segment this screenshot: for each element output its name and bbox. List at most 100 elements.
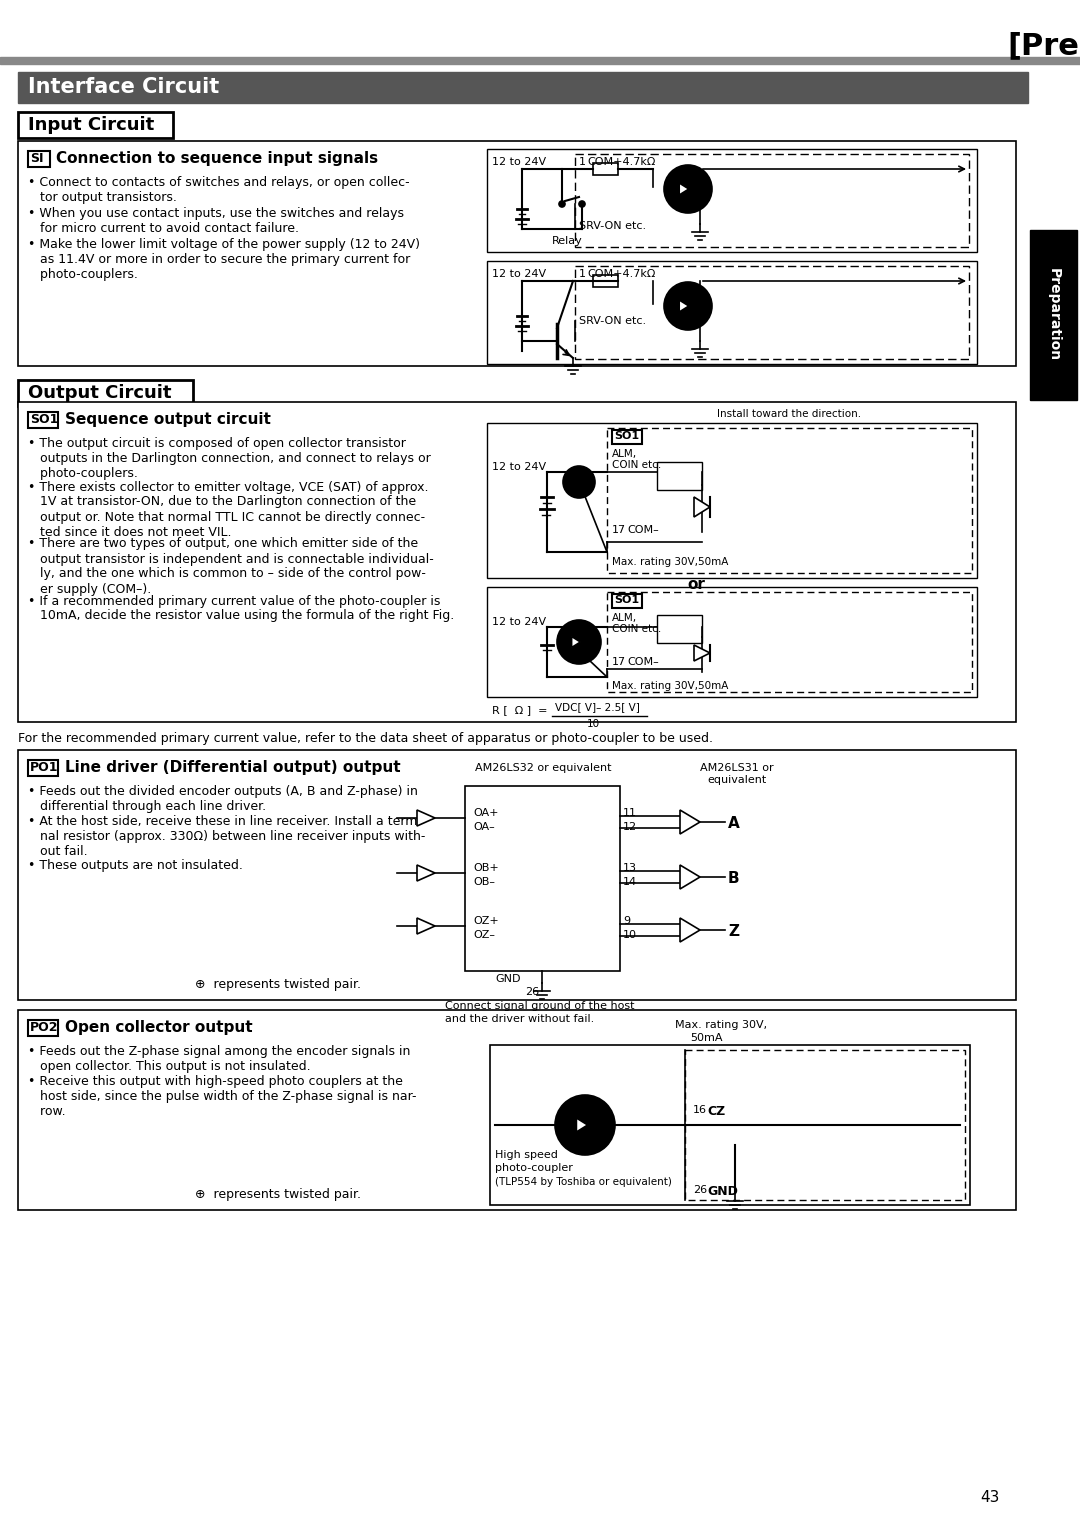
Text: Max. rating 30V,50mA: Max. rating 30V,50mA [612,558,728,567]
Text: COM+4.7kΩ: COM+4.7kΩ [588,157,656,167]
Text: Line driver (Differential output) output: Line driver (Differential output) output [65,759,401,775]
Bar [18,380,193,406]
Text: OB+: OB+ [473,863,499,872]
Text: Input Circuit: Input Circuit [28,116,154,134]
Text: AM26LS31 or: AM26LS31 or [700,762,773,773]
Text: B: B [728,871,740,886]
Bar [487,423,977,578]
Text: • Make the lower limit voltage of the power supply (12 to 24V)
   as 11.4V or mo: • Make the lower limit voltage of the po… [28,238,420,281]
Text: 11: 11 [623,808,637,817]
Bar [490,1045,970,1206]
Circle shape [559,202,565,206]
Text: Relay: Relay [552,235,583,246]
Bar [487,261,977,364]
Text: A: A [728,816,740,831]
Text: 12: 12 [623,822,637,833]
Text: OA+: OA+ [473,808,499,817]
Polygon shape [577,1118,588,1132]
Text: SO1: SO1 [615,431,639,442]
Polygon shape [694,645,710,662]
Bar [18,72,1028,102]
Bar [465,785,620,970]
Bar [593,163,618,176]
Text: Z: Z [728,924,739,940]
Circle shape [664,283,712,330]
Bar [18,1010,1016,1210]
Polygon shape [417,810,435,827]
Polygon shape [679,183,689,196]
Text: and the driver without fail.: and the driver without fail. [445,1015,594,1024]
Text: 1: 1 [579,269,586,280]
Text: photo-coupler: photo-coupler [495,1163,572,1174]
Polygon shape [680,865,700,889]
Text: 26: 26 [693,1186,707,1195]
Text: 43: 43 [981,1490,1000,1505]
Text: • These outputs are not insulated.: • These outputs are not insulated. [28,859,243,871]
Text: • Feeds out the Z-phase signal among the encoder signals in
   open collector. T: • Feeds out the Z-phase signal among the… [28,1045,410,1073]
Text: Install toward the direction.: Install toward the direction. [717,410,861,419]
Text: COM–: COM– [627,526,659,535]
Bar [593,275,618,287]
Text: 9: 9 [623,915,630,926]
Circle shape [555,1096,615,1155]
Text: ALM,: ALM, [612,613,637,623]
Text: 16: 16 [693,1105,707,1115]
Text: Open collector output: Open collector output [65,1021,253,1034]
Text: OA–: OA– [473,822,495,833]
Text: SI: SI [30,151,43,165]
Bar [657,461,702,490]
Text: • At the host side, receive these in line receiver. Install a termi-
   nal resi: • At the host side, receive these in lin… [28,814,426,859]
Text: Connection to sequence input signals: Connection to sequence input signals [56,151,378,167]
Text: 10: 10 [588,720,600,729]
Text: OZ–: OZ– [473,931,495,940]
Text: OZ+: OZ+ [473,915,499,926]
Bar [0,57,1080,64]
Circle shape [664,165,712,212]
Polygon shape [417,918,435,934]
Text: SO1: SO1 [30,413,58,426]
Circle shape [557,620,600,665]
Text: • The output circuit is composed of open collector transistor
   outputs in the : • The output circuit is composed of open… [28,437,431,480]
Text: 1: 1 [579,157,586,167]
Text: ⊕  represents twisted pair.: ⊕ represents twisted pair. [195,1187,361,1201]
Bar [657,614,702,643]
Bar [612,429,642,445]
Polygon shape [680,918,700,941]
Text: 12 to 24V: 12 to 24V [492,617,546,626]
Text: CZ: CZ [707,1105,726,1118]
Text: • Feeds out the divided encoder outputs (A, B and Z-phase) in
   differential th: • Feeds out the divided encoder outputs … [28,785,418,813]
Text: 10: 10 [623,931,637,940]
Bar [607,591,972,692]
Bar [18,112,173,138]
Text: SRV-ON etc.: SRV-ON etc. [579,222,646,231]
Text: SRV-ON etc.: SRV-ON etc. [579,316,646,325]
Text: • Receive this output with high-speed photo couplers at the
   host side, since : • Receive this output with high-speed ph… [28,1076,417,1118]
Text: COM+4.7kΩ: COM+4.7kΩ [588,269,656,280]
Text: GND: GND [707,1186,738,1198]
Bar [28,1021,58,1036]
Bar [575,154,969,248]
Text: For the recommended primary current value, refer to the data sheet of apparatus : For the recommended primary current valu… [18,732,713,746]
Text: ⊕  represents twisted pair.: ⊕ represents twisted pair. [195,978,361,992]
Text: COIN etc.: COIN etc. [612,623,661,634]
Text: • Connect to contacts of switches and relays, or open collec-
   tor output tran: • Connect to contacts of switches and re… [28,176,409,205]
Text: Max. rating 30V,: Max. rating 30V, [675,1021,767,1030]
Bar [18,402,1016,723]
Text: 17: 17 [612,657,626,668]
Text: Preparation: Preparation [1047,269,1061,362]
Bar [607,428,972,573]
Text: OB–: OB– [473,877,495,886]
Bar [1030,231,1077,400]
Bar [18,141,1016,367]
Text: GND: GND [495,973,521,984]
Text: PO2: PO2 [30,1021,58,1034]
Text: PO1: PO1 [30,761,58,775]
Text: COM–: COM– [627,657,659,668]
Text: • There are two types of output, one which emitter side of the
   output transis: • There are two types of output, one whi… [28,538,434,596]
Text: (TLP554 by Toshiba or equivalent): (TLP554 by Toshiba or equivalent) [495,1177,672,1187]
Bar [487,587,977,697]
Text: • When you use contact inputs, use the switches and relays
   for micro current : • When you use contact inputs, use the s… [28,206,404,235]
Bar [612,594,642,608]
Text: equivalent: equivalent [707,775,766,785]
Text: SO1: SO1 [615,594,639,605]
